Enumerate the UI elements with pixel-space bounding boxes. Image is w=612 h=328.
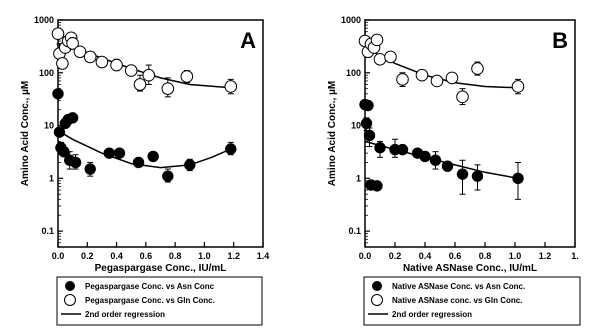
x-tick-label: 0.8 [169,251,182,261]
legend-box [56,276,263,326]
x-tick-label: 1. [571,251,579,261]
legend-entry-label: Native ASNase conc. vs Gln Conc. [392,296,522,305]
data-point-open [430,74,444,88]
data-point-filled [362,99,374,112]
data-point-filled [147,150,159,163]
data-point-open [133,78,147,91]
data-point-filled [429,154,442,166]
data-point-filled [371,180,383,192]
x-tick-label: 0.6 [140,251,153,261]
data-point-filled [396,143,409,156]
data-point-filled [66,112,79,124]
y-tick-label: 0.1 [41,226,54,236]
data-point-filled [441,160,454,172]
x-tick-label: 0.4 [110,251,123,261]
data-point-filled [162,170,174,182]
data-point-filled [184,159,196,171]
data-point-filled [52,88,64,100]
data-point-open [110,58,123,72]
x-tick-label: 0.2 [81,251,94,261]
legend-entry-label: Native ASNase Conc. vs Asn Conc. [392,282,525,291]
x-tick-label: 0.8 [479,251,492,261]
x-axis-label: Native ASNase Conc., IU/mL [403,263,537,274]
x-tick-label: 0.2 [389,251,402,261]
data-point-filled [471,170,484,182]
data-point-open [66,37,79,50]
y-tick-label: 1 [49,173,54,183]
legend-entry-label: 2nd order regression [392,310,472,319]
legend-entry-label: Pegaspargase Conc. vs Gln Conc. [85,296,215,305]
x-axis-label: Pegaspargase Conc., IU/mL [95,263,227,274]
panel-label: A [240,28,256,53]
regression-curve [364,140,519,180]
data-point-open [142,68,156,82]
x-tick-label: 0.0 [359,251,372,261]
data-point-filled [374,142,386,154]
data-point-open [180,70,194,83]
data-point-open [161,82,175,95]
data-point-open [224,80,238,93]
data-point-open [56,57,69,70]
data-point-filled [456,168,469,180]
regression-curve [57,130,232,169]
data-point-filled [132,156,145,169]
data-point-open [83,50,97,64]
legend-marker-open [371,294,383,306]
data-point-filled [103,147,115,159]
data-point-open [124,64,138,77]
data-point-open [511,80,525,93]
data-point-open [373,53,387,66]
data-point-open [445,71,459,85]
data-point-filled [360,117,373,130]
legend-marker-filled [65,281,75,291]
data-point-filled [53,126,66,138]
chart-panel-B: 0.1 1 10 100 1000 0.0 0.2 0.4 0.6 0.8 1.0 1.2 1. Nati… [327,15,581,326]
legend-marker-filled [372,281,382,291]
legend: Native ASNase Conc. vs Asn Conc. Native A… [363,276,581,326]
data-point-filled [225,143,237,155]
y-tick-label: 10 [44,121,54,131]
data-point-filled [113,147,126,159]
data-point-open [73,45,87,59]
x-tick-label: 1.2 [539,251,552,261]
data-point-open [95,55,109,69]
data-point-open [456,90,469,104]
y-axis-label: Amino Acid Conc., µM [20,81,31,186]
x-tick-label: 0.0 [52,251,65,261]
data-point-open [471,62,484,75]
panel-label: B [552,28,568,53]
chart-panel-A: 0.1 1 10 100 1000 0.0 0.2 0.4 0.6 0.8 1.0 1.2 1.4 Peg… [20,15,270,326]
y-tick-label: 10 [351,121,361,131]
x-tick-label: 0.6 [449,251,462,261]
data-point-open [51,27,65,41]
data-point-filled [84,163,96,175]
data-point-filled [419,150,431,163]
data-point-filled [69,156,82,169]
legend-box [363,276,581,326]
legend-marker-open [64,294,76,306]
y-tick-label: 100 [346,68,361,78]
y-tick-label: 1 [356,173,361,183]
x-tick-label: 0.4 [419,251,432,261]
plot-frame [364,19,576,248]
legend-entry-label: 2nd order regression [85,310,165,319]
x-tick-label: 1.4 [257,251,270,261]
x-tick-label: 1.0 [509,251,522,261]
x-tick-label: 1.2 [227,251,240,261]
data-point-filled [512,172,524,185]
data-point-open [415,68,429,82]
y-tick-label: 1000 [34,15,54,25]
data-point-filled [363,129,376,142]
y-tick-label: 1000 [341,15,361,25]
x-tick-label: 1.0 [198,251,211,261]
data-point-open [396,73,409,86]
data-point-open [384,50,397,64]
data-point-open [370,33,384,47]
legend: Pegaspargase Conc. vs Asn Conc Pegasparga… [56,276,263,326]
y-tick-label: 0.1 [348,226,361,236]
y-axis-label: Amino Acid Conc., µM [327,81,338,186]
y-tick-label: 100 [39,68,54,78]
legend-entry-label: Pegaspargase Conc. vs Asn Conc [85,282,215,291]
